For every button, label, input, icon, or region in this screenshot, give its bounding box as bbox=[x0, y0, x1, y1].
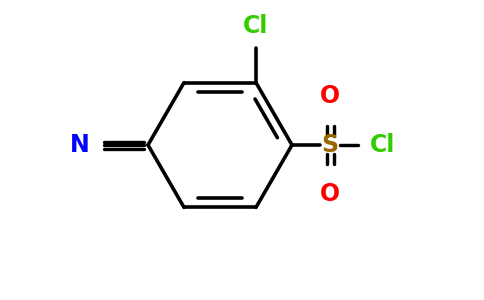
Text: S: S bbox=[321, 133, 339, 157]
Text: O: O bbox=[320, 182, 340, 206]
Text: N: N bbox=[70, 133, 90, 157]
Text: Cl: Cl bbox=[370, 133, 395, 157]
Text: O: O bbox=[320, 84, 340, 108]
Text: Cl: Cl bbox=[243, 14, 269, 38]
